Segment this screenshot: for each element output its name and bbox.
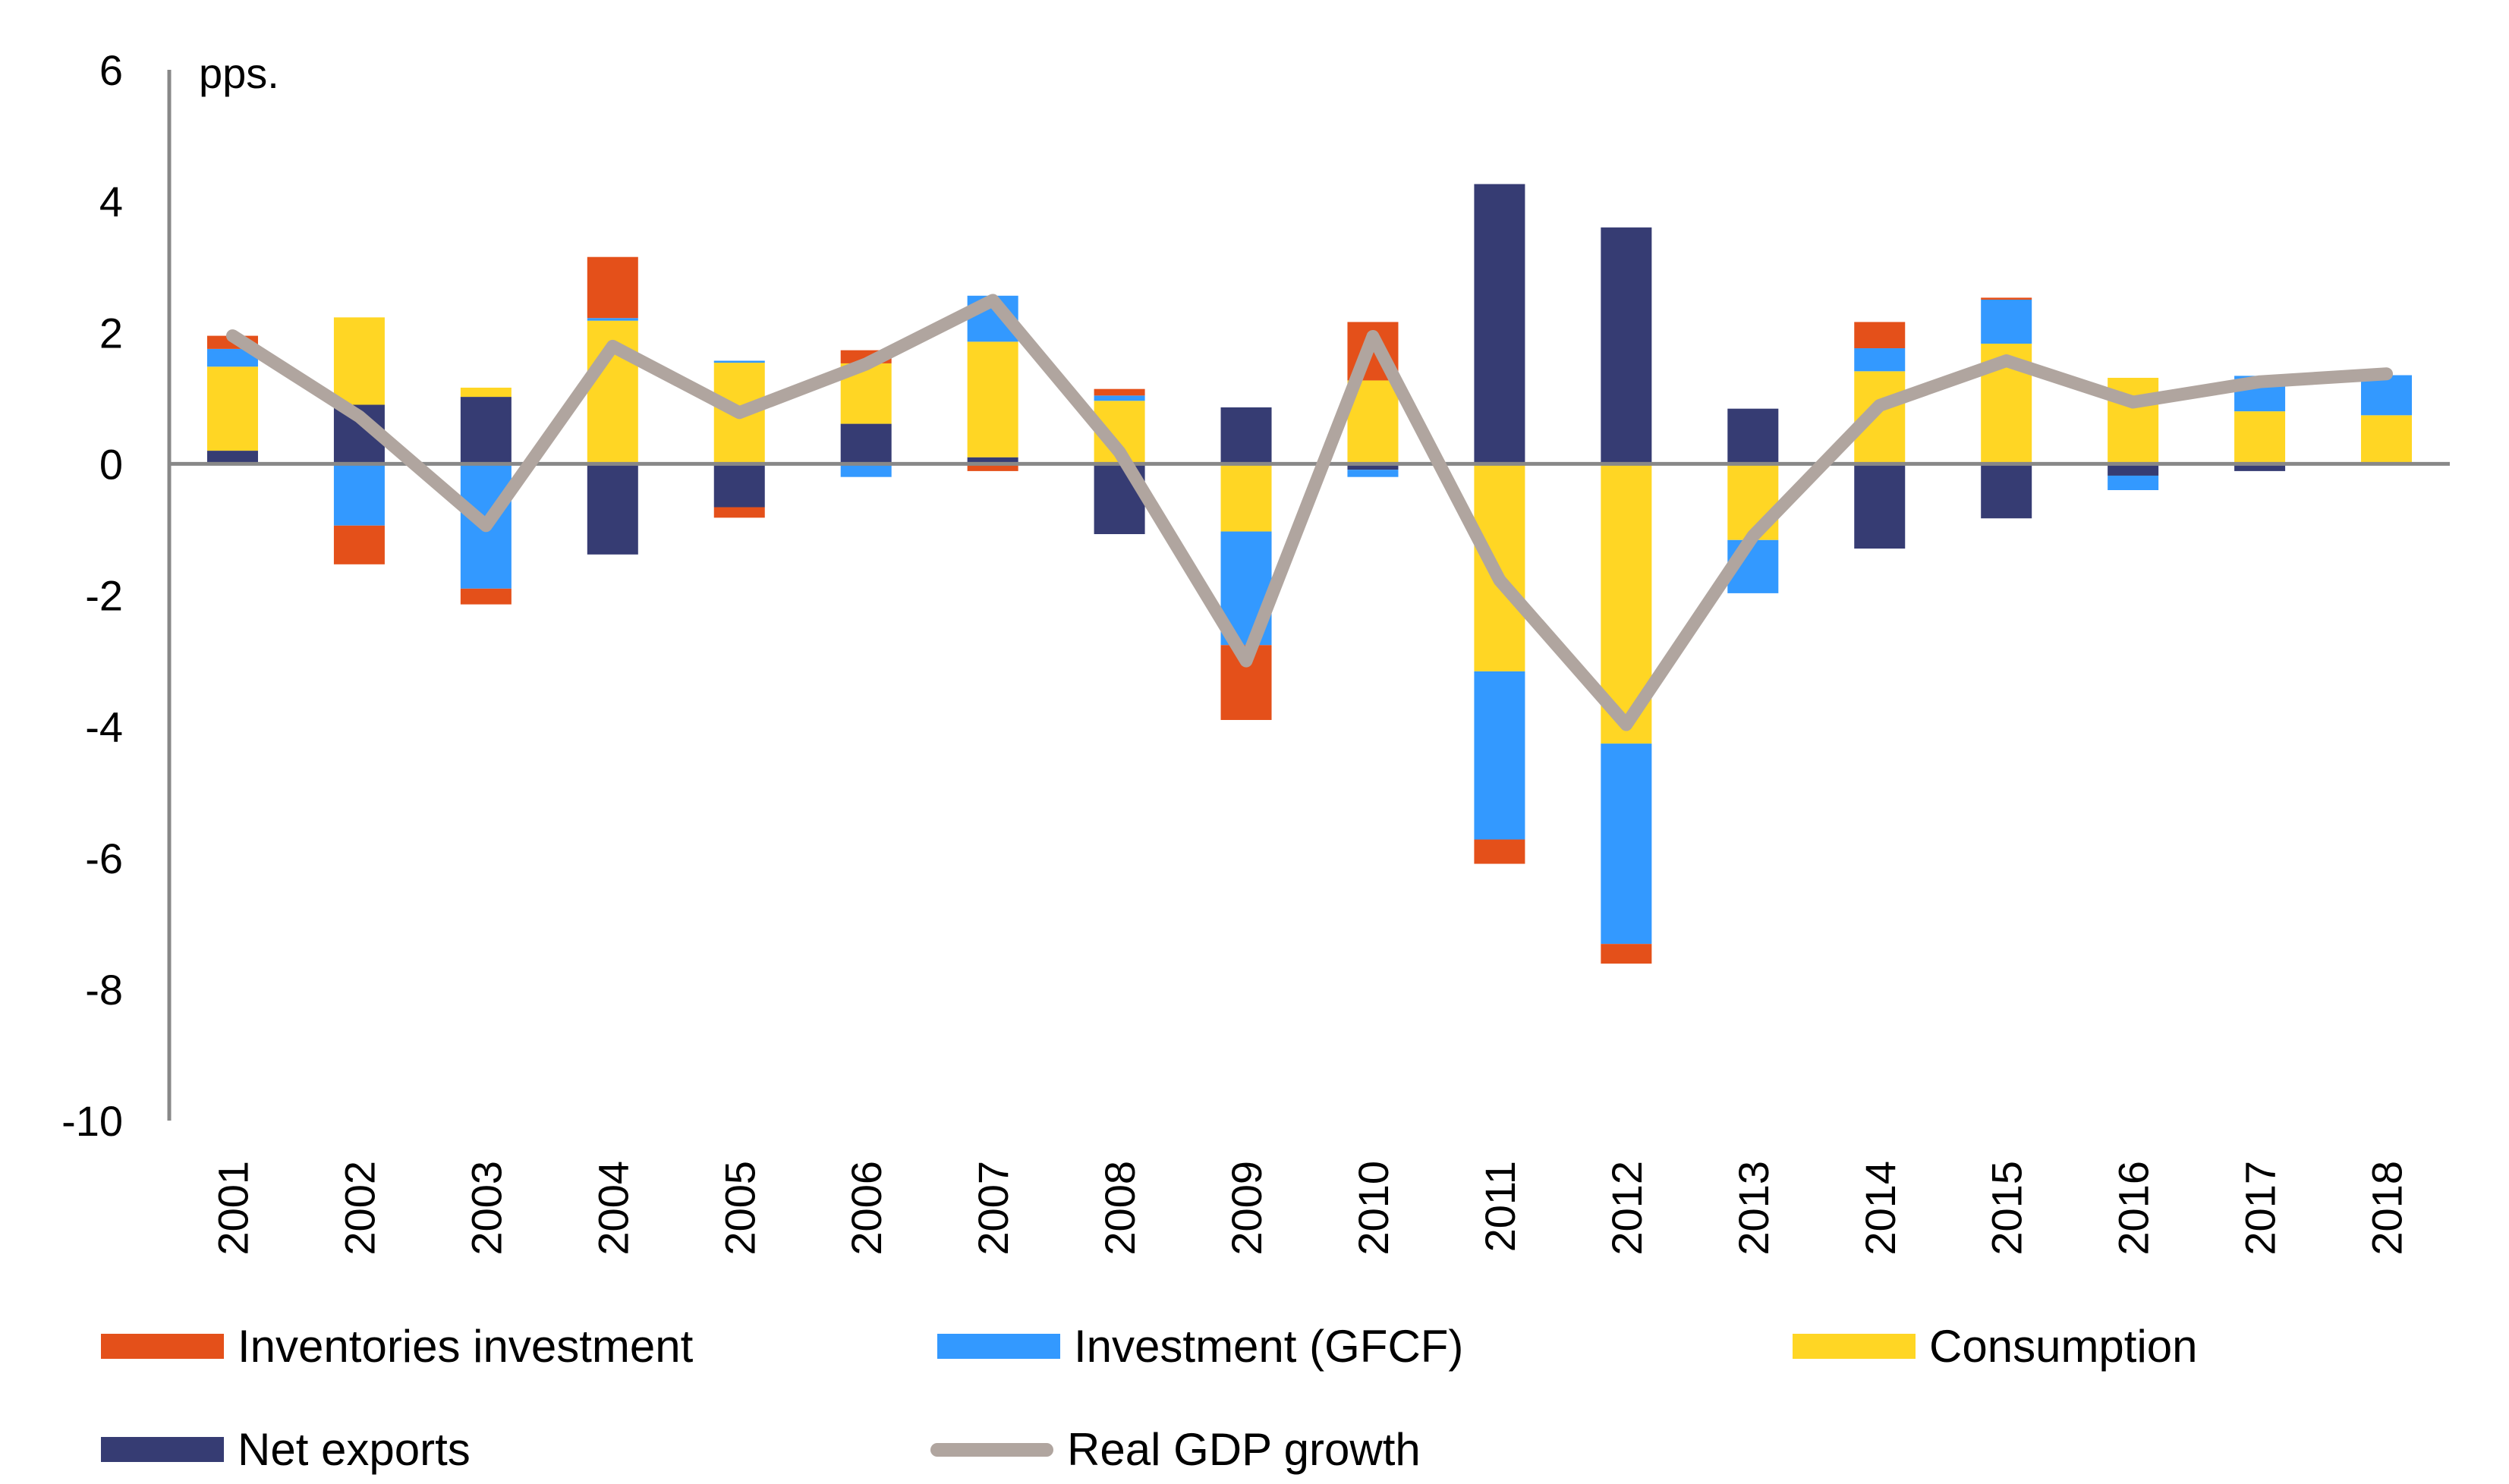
bar-segment-consumption-2009	[1220, 464, 1272, 532]
bar-segment-inventories-investment-2002	[333, 525, 385, 564]
x-tick-label: 2004	[589, 1161, 637, 1256]
legend-item-real-gdp-growth[interactable]: Real GDP growth	[930, 1423, 1421, 1476]
bar-segment-inventories-investment-2015	[1981, 297, 2032, 300]
y-tick-label: 0	[99, 440, 123, 488]
bar-segment-consumption-2018	[2361, 415, 2413, 464]
bar-segment-inventories-investment-2008	[1094, 388, 1145, 396]
x-tick-label: 2017	[2237, 1161, 2284, 1256]
legend-label: Investment (GFCF)	[1074, 1321, 1464, 1372]
bars-layer	[206, 184, 2413, 964]
y-tick-label: -8	[85, 966, 123, 1014]
bar-segment-investment-gfcf-2011	[1474, 671, 1525, 840]
bar-segment-investment-gfcf-2018	[2361, 375, 2413, 416]
bar-segment-net-exports-2015	[1981, 464, 2032, 519]
y-tick-label: -4	[85, 703, 123, 751]
x-tick-label: 2014	[1856, 1161, 1904, 1256]
y-tick-label: 2	[99, 309, 123, 357]
bar-segment-investment-gfcf-2005	[713, 360, 765, 363]
bar-segment-investment-gfcf-2015	[1981, 299, 2032, 344]
x-tick-label: 2018	[2363, 1161, 2411, 1256]
legend-label: Inventories investment	[238, 1321, 694, 1372]
bar-segment-inventories-investment-2004	[587, 256, 638, 319]
x-tick-label: 2008	[1096, 1161, 1144, 1256]
y-tick-label: 6	[99, 46, 123, 94]
legend-swatch-consumption	[1793, 1334, 1916, 1359]
legend-label: Consumption	[1929, 1321, 2198, 1372]
x-tick-label: 2001	[209, 1161, 257, 1256]
y-tick-label: 4	[99, 178, 123, 225]
y-axis-unit-label: pps.	[199, 49, 279, 97]
bar-segment-inventories-investment-2014	[1854, 322, 1906, 349]
bar-segment-net-exports-2003	[460, 397, 512, 464]
legend-item-consumption[interactable]: Consumption	[1793, 1320, 2198, 1372]
x-tick-label: 2010	[1349, 1161, 1397, 1256]
x-tick-label: 2009	[1223, 1161, 1270, 1256]
x-tick-label: 2002	[335, 1161, 383, 1256]
bar-segment-net-exports-2012	[1601, 227, 1652, 464]
bar-segment-net-exports-2004	[587, 464, 638, 555]
x-tick-label: 2006	[842, 1161, 890, 1256]
x-tick-label: 2005	[716, 1161, 763, 1256]
x-tick-label: 2016	[2110, 1161, 2158, 1256]
bar-segment-net-exports-2013	[1727, 408, 1779, 464]
legend-swatch-net-exports	[101, 1437, 224, 1462]
legend-label: Net exports	[238, 1424, 471, 1475]
bar-segment-net-exports-2014	[1854, 464, 1906, 549]
bar-segment-consumption-2017	[2234, 411, 2286, 464]
bar-segment-inventories-investment-2005	[713, 507, 765, 518]
y-tick-label: -6	[85, 835, 123, 882]
bar-segment-consumption-2007	[967, 341, 1018, 457]
x-tick-label: 2015	[1983, 1161, 2031, 1256]
bar-segment-inventories-investment-2007	[967, 464, 1018, 471]
x-tick-label: 2013	[1730, 1161, 1777, 1256]
x-tick-label: 2012	[1603, 1161, 1651, 1256]
bar-segment-investment-gfcf-2001	[206, 348, 258, 367]
bar-segment-inventories-investment-2003	[460, 588, 512, 605]
legend-item-net-exports[interactable]: Net exports	[101, 1423, 471, 1476]
bar-segment-investment-gfcf-2016	[2108, 475, 2159, 490]
bar-segment-net-exports-2016	[2108, 464, 2159, 476]
bar-segment-inventories-investment-2011	[1474, 839, 1525, 864]
bar-segment-net-exports-2011	[1474, 184, 1525, 464]
legend-item-investment[interactable]: Investment (GFCF)	[937, 1320, 1463, 1372]
bar-segment-inventories-investment-2012	[1601, 944, 1652, 964]
y-tick-label: -10	[61, 1097, 123, 1145]
bar-segment-consumption-2001	[206, 366, 258, 451]
bar-segment-investment-gfcf-2014	[1854, 348, 1906, 372]
bar-segment-investment-gfcf-2004	[587, 318, 638, 321]
bar-segment-net-exports-2007	[967, 457, 1018, 464]
y-tick-label: -2	[85, 572, 123, 620]
x-tick-labels: 2001 2002 2003 2004 2005 2006 2007 2008 2009 2010…	[209, 1161, 2410, 1256]
bar-segment-investment-gfcf-2010	[1347, 470, 1399, 477]
bar-segment-consumption-2003	[460, 387, 512, 398]
x-tick-label: 2011	[1476, 1161, 1524, 1252]
legend-label: Real GDP growth	[1067, 1424, 1421, 1475]
y-tick-labels: 6 4 2 0 -2 -4 -6 -8 -10	[61, 46, 123, 1145]
bar-segment-investment-gfcf-2006	[840, 464, 892, 477]
bar-segment-investment-gfcf-2002	[333, 464, 385, 526]
bar-segment-net-exports-2005	[713, 464, 765, 508]
bar-segment-investment-gfcf-2008	[1094, 395, 1145, 401]
bar-segment-net-exports-2017	[2234, 464, 2286, 471]
bar-segment-net-exports-2006	[840, 423, 892, 464]
x-tick-label: 2007	[969, 1161, 1017, 1256]
x-tick-label: 2003	[462, 1161, 510, 1256]
bar-segment-net-exports-2009	[1220, 407, 1272, 464]
legend-swatch-real-gdp-growth	[930, 1442, 1053, 1457]
bar-segment-net-exports-2001	[206, 451, 258, 464]
bar-segment-consumption-2002	[333, 317, 385, 405]
legend-swatch-inventories	[101, 1334, 224, 1359]
legend-item-inventories[interactable]: Inventories investment	[101, 1320, 693, 1372]
bar-segment-investment-gfcf-2012	[1601, 744, 1652, 945]
bar-segment-net-exports-2010	[1347, 464, 1399, 470]
legend-swatch-investment	[937, 1334, 1060, 1359]
series-line-real-gdp-growth	[225, 294, 2394, 731]
